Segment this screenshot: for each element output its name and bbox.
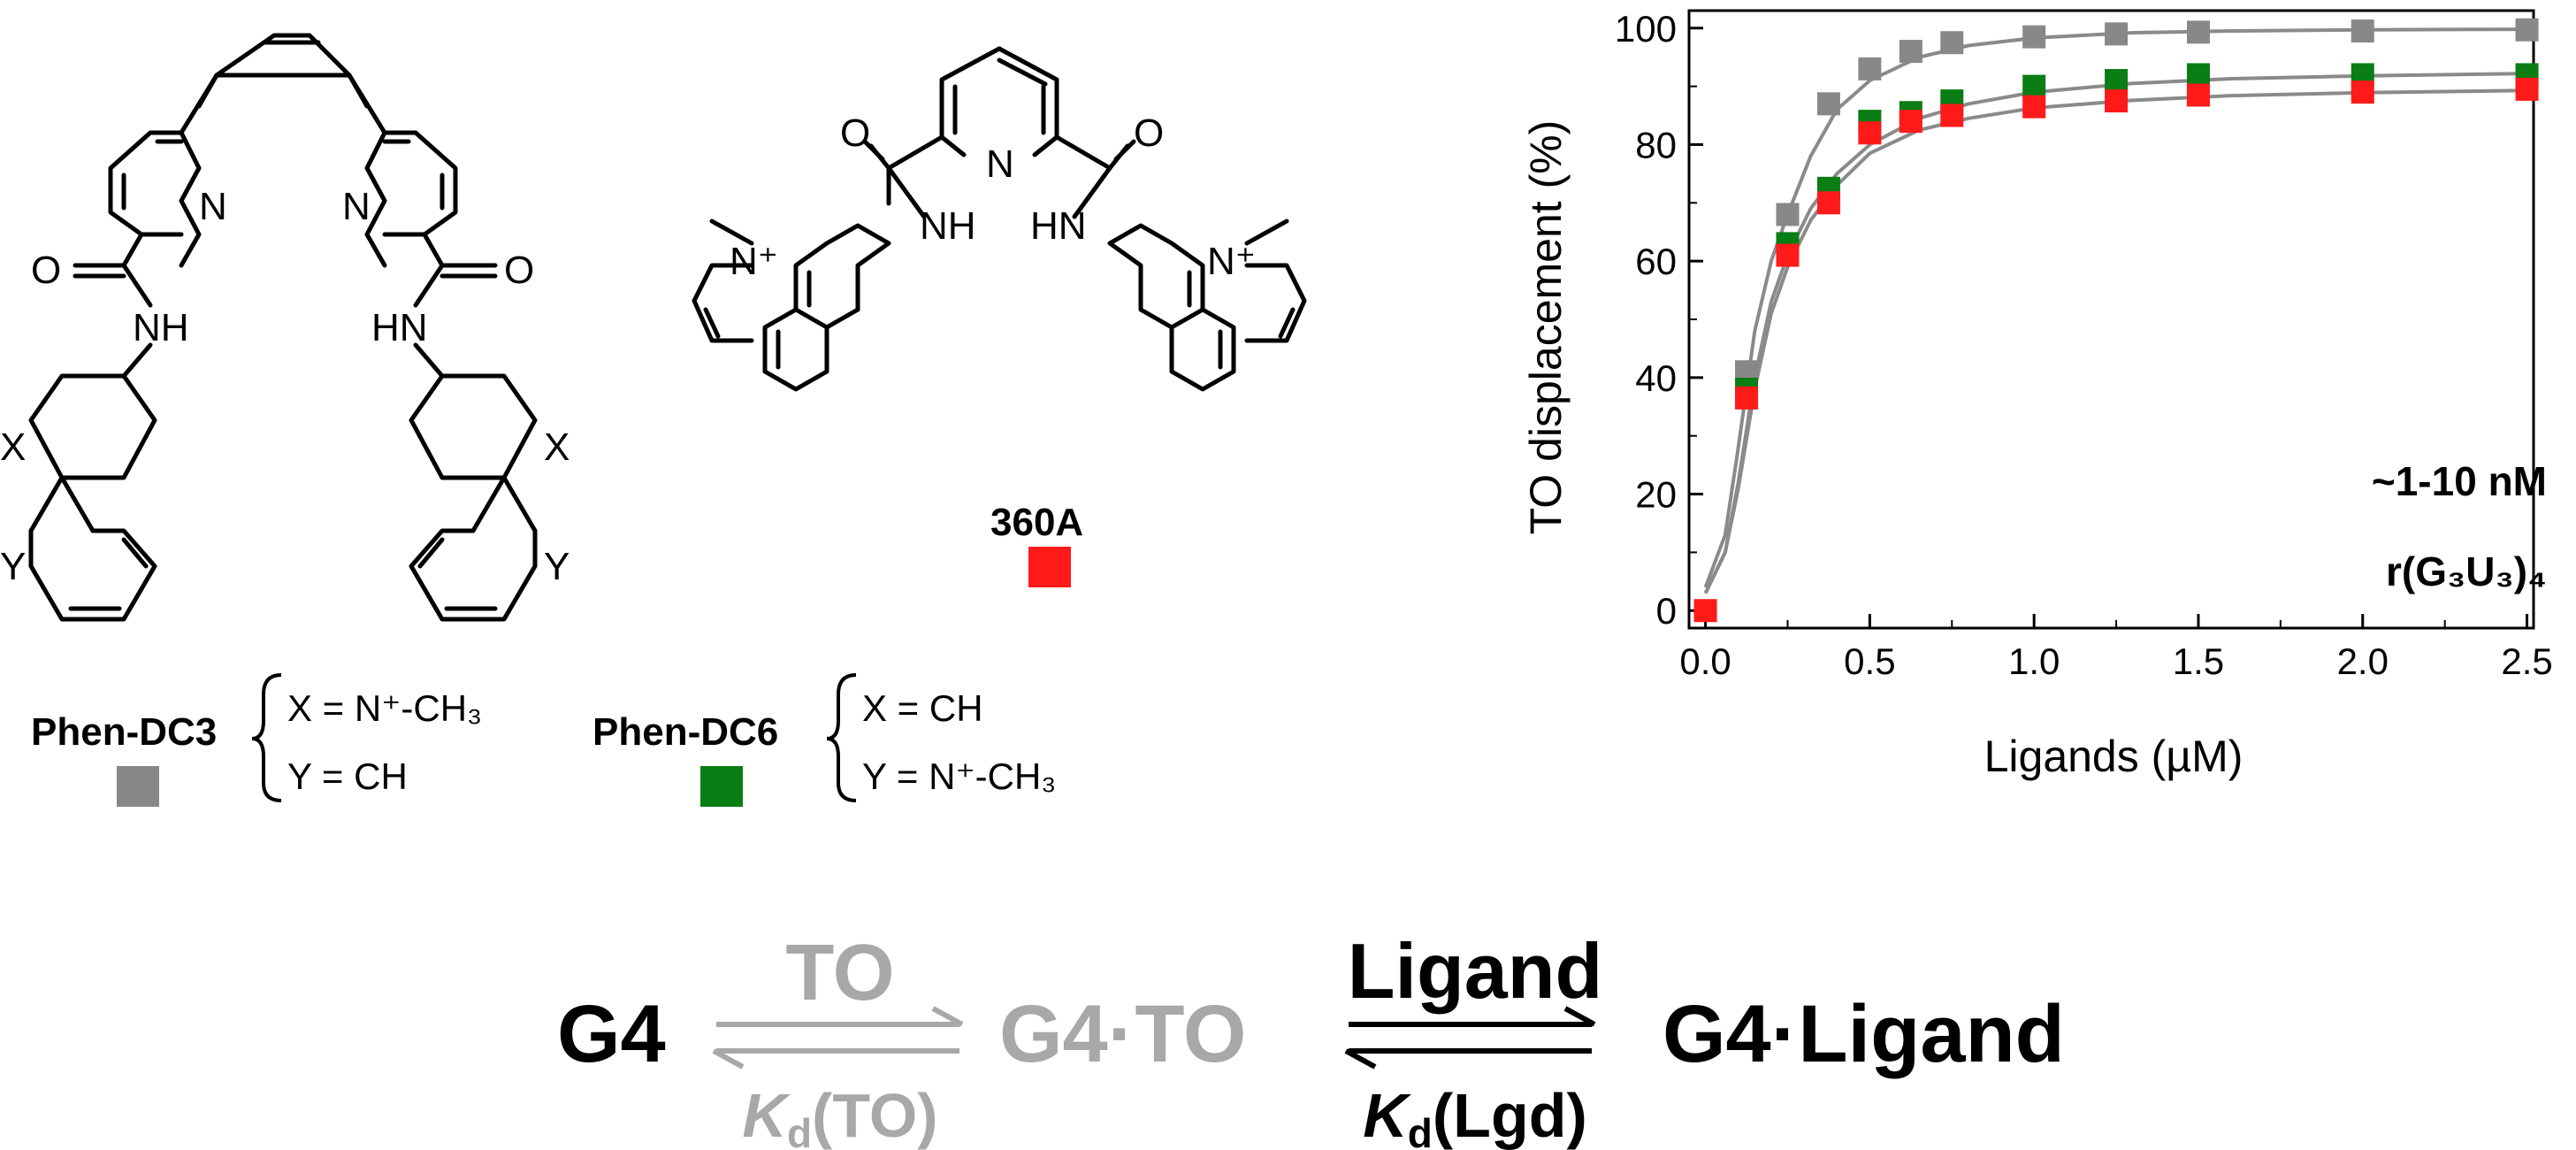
- data-point-c360a: [1693, 599, 1717, 623]
- data-point-c360a: [1858, 121, 1882, 145]
- atom-y-right: Y: [544, 545, 569, 588]
- eq-arrows-ligand: [1344, 1006, 1596, 1070]
- atom-nplus-right: N⁺: [1207, 240, 1256, 283]
- label-360a: 360A: [990, 501, 1083, 544]
- data-point-phen_dc3: [2105, 22, 2129, 46]
- data-point-phen_dc3: [1899, 40, 1922, 64]
- eq-kd-to: Kd(TO): [742, 1081, 937, 1150]
- x-tick-label: 1.0: [2008, 640, 2060, 682]
- brace-phen-dc6: [826, 673, 857, 802]
- fit-curve-phen_dc6: [1703, 72, 2527, 594]
- data-point-phen_dc6: [2186, 63, 2210, 87]
- atom-nplus-left: N⁺: [730, 240, 778, 283]
- phen-dc-structure: [28, 33, 538, 622]
- phen-dc6-y-def: Y = N⁺-CH₃: [862, 755, 1056, 797]
- data-points: [1693, 18, 2539, 623]
- equilibrium-scheme: G4 TO Kd(TO) G4·TO Ligand Kd(Lgd) G4·Lig…: [557, 927, 2065, 1150]
- x-tick-label: 1.5: [2173, 640, 2224, 682]
- y-ticks: 0 20 40 60 80 100: [1615, 8, 1703, 632]
- atom-hn-right: HN: [371, 306, 428, 349]
- atom-o-right: O: [504, 249, 534, 292]
- data-point-c360a: [1776, 243, 1800, 267]
- data-point-phen_dc6: [2022, 74, 2046, 98]
- phen-dc-atoms: N N O O NH HN X Y X Y: [0, 185, 569, 588]
- y-tick-label: 0: [1656, 590, 1677, 632]
- data-point-phen_dc3: [2186, 20, 2210, 44]
- c360a-structure: [692, 46, 1307, 392]
- y-axis-label: TO displacement (%): [1521, 120, 1571, 535]
- data-point-c360a: [1816, 191, 1840, 215]
- data-point-phen_dc3: [2515, 18, 2539, 42]
- phen-dc6-x-def: X = CH: [862, 687, 983, 729]
- y-tick-label: 80: [1635, 124, 1677, 165]
- x-tick-label: 2.5: [2501, 640, 2552, 682]
- atom-y-left: Y: [0, 545, 26, 588]
- label-phen-dc6: Phen-DC6: [592, 710, 778, 754]
- data-point-phen_dc3: [1858, 57, 1882, 80]
- data-point-c360a: [1940, 104, 1964, 127]
- data-point-c360a: [1735, 386, 1759, 410]
- data-point-c360a: [2105, 89, 2129, 113]
- data-point-phen_dc3: [1940, 31, 1964, 55]
- y-tick-label: 20: [1635, 474, 1677, 516]
- atom-n-left: N: [199, 185, 227, 228]
- atom-o-right-360a: O: [1134, 111, 1164, 155]
- eq-to: TO: [785, 929, 894, 1017]
- y-tick-label: 100: [1615, 8, 1677, 50]
- eq-arrows-to: [712, 1006, 964, 1070]
- data-point-c360a: [1899, 110, 1922, 134]
- brace-phen-dc3: [251, 673, 282, 802]
- label-phen-dc3: Phen-DC3: [31, 710, 217, 754]
- y-tick-label: 60: [1635, 241, 1677, 282]
- atom-nh-left-360a: NH: [920, 204, 976, 248]
- x-ticks: 0.0 0.5 1.0 1.5 2.0 2.5: [1679, 614, 2553, 682]
- annotation-kd: ~1-10 nM: [2372, 458, 2547, 504]
- eq-g4-to: G4·TO: [999, 989, 1246, 1079]
- eq-g4-ligand: G4·Ligand: [1663, 989, 2065, 1079]
- atom-nh-left: NH: [133, 306, 189, 349]
- atom-x-right: X: [544, 426, 569, 469]
- atom-n-right: N: [342, 185, 371, 228]
- phen-dc3-y-def: Y = CH: [287, 755, 408, 797]
- phen-dc3-x-def: X = N⁺-CH₃: [287, 687, 482, 729]
- atom-x-left: X: [0, 426, 26, 469]
- data-point-c360a: [2351, 80, 2374, 104]
- swatch-phen-dc6: [700, 766, 743, 807]
- x-tick-label: 0.0: [1679, 640, 1731, 682]
- data-point-c360a: [2186, 83, 2210, 107]
- atom-o-left: O: [31, 249, 61, 292]
- x-tick-label: 0.5: [1844, 640, 1895, 682]
- data-point-phen_dc3: [2351, 19, 2374, 43]
- data-point-c360a: [2515, 77, 2539, 101]
- c360a-atoms: N O O NH HN N⁺ N⁺: [730, 111, 1256, 283]
- data-point-phen_dc6: [2105, 69, 2129, 93]
- fit-curve-c360a: [1703, 88, 2527, 594]
- eq-g4: G4: [557, 989, 666, 1079]
- atom-hn-right-360a: HN: [1030, 204, 1087, 248]
- annotation-target: r(G₃U₃)₄: [2386, 548, 2547, 594]
- data-point-c360a: [2022, 95, 2046, 119]
- eq-ligand: Ligand: [1348, 927, 1602, 1015]
- compound-labels: 360A Phen-DC3 X = N⁺-CH₃ Y = CH Phen-DC6…: [31, 501, 1083, 807]
- chart: 0 20 40 60 80 100 0.0 0.5 1.0 1.5 2.0 2.5 TO displ…: [1521, 8, 2553, 781]
- swatch-phen-dc3: [117, 766, 159, 807]
- atom-n-pyridine: N: [986, 142, 1014, 186]
- y-tick-label: 40: [1635, 357, 1677, 399]
- data-point-phen_dc3: [2022, 25, 2046, 49]
- x-tick-label: 2.0: [2337, 640, 2389, 682]
- data-point-phen_dc3: [1776, 203, 1800, 226]
- x-axis-label: Ligands (µM): [1984, 732, 2243, 781]
- eq-kd-lgd: Kd(Lgd): [1363, 1081, 1587, 1150]
- atom-o-left-360a: O: [840, 111, 870, 155]
- data-point-phen_dc3: [1816, 92, 1840, 116]
- swatch-360a: [1028, 547, 1071, 587]
